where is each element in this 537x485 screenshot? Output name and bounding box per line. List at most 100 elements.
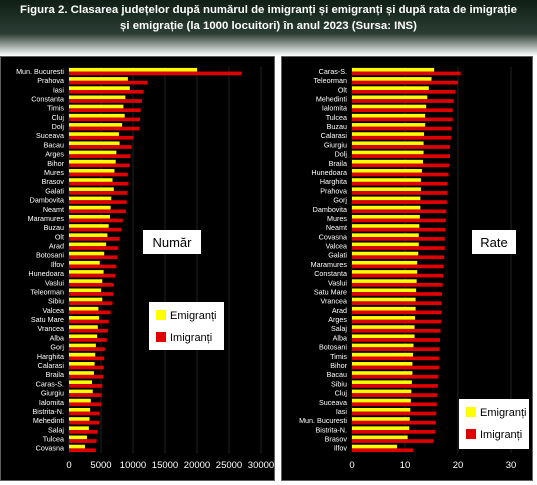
- left-chart-bar-imigranti: [69, 292, 114, 296]
- left-chart-category-label: Mures: [44, 168, 64, 177]
- left-chart-bar-emigranti: [69, 214, 110, 219]
- right-chart-bar-imigranti: [352, 282, 443, 287]
- right-chart-bar-emigranti: [352, 270, 418, 274]
- left-chart-bar-emigranti: [69, 86, 130, 90]
- right-chart-panel: 0 10 20 30 Caras-S. Teleorman Olt Mehedinti Ialo…: [281, 56, 533, 481]
- right-chart-bar-emigranti: [352, 77, 432, 81]
- right-chart-category-label: Bihor: [330, 361, 347, 370]
- right-chart-category-label: Buzau: [327, 122, 347, 131]
- right-chart-bar-imigranti: [352, 218, 446, 223]
- left-chart-category-label: Bistrita-N.: [32, 407, 64, 416]
- left-chart-bar-imigranti: [69, 200, 127, 204]
- right-chart-bar-imigranti: [352, 356, 439, 361]
- right-chart-bar-emigranti: [352, 288, 417, 293]
- right-chart-bar-emigranti: [352, 435, 408, 440]
- right-chart-title-box: [472, 230, 516, 254]
- right-chart-bar-emigranti: [352, 178, 421, 182]
- right-chart-bar-imigranti: [352, 172, 449, 177]
- right-chart-bar-imigranti: [352, 209, 447, 214]
- left-chart-bar-emigranti: [69, 316, 100, 320]
- left-chart-bar-imigranti: [69, 80, 148, 85]
- left-chart-bar-emigranti: [69, 251, 105, 256]
- left-chart-category-label: Botosani: [36, 251, 64, 260]
- left-chart-category-label: Satu Mare: [31, 315, 64, 324]
- left-chart-bar-emigranti: [69, 435, 87, 440]
- left-chart-bar-imigranti: [69, 374, 103, 379]
- left-chart-bar-emigranti: [69, 141, 120, 146]
- right-chart-category-label: Maramures: [311, 260, 348, 269]
- right-chart-category-label: Ilfov: [334, 444, 348, 453]
- right-chart-category-label: Mun. Bucuresti: [299, 416, 347, 425]
- right-chart-category-label: Calarasi: [321, 131, 348, 140]
- right-chart-bar-emigranti: [352, 123, 426, 127]
- right-chart-x-tick-label: 30: [506, 460, 517, 471]
- left-chart-bar-imigranti: [69, 218, 123, 223]
- left-chart-bar-emigranti: [69, 417, 90, 421]
- right-chart-bar-imigranti: [352, 319, 442, 324]
- right-chart-bar-emigranti: [352, 316, 416, 320]
- left-chart-bar-imigranti: [69, 365, 104, 370]
- right-chart-bar-imigranti: [352, 430, 436, 434]
- left-chart-bar-imigranti: [69, 246, 119, 250]
- left-chart-bar-imigranti: [69, 181, 129, 186]
- left-chart-bar-emigranti: [69, 113, 125, 118]
- left-chart-bar-emigranti: [69, 288, 101, 293]
- right-chart-category-label: Mehedinti: [316, 94, 348, 103]
- left-chart-bar-emigranti: [69, 362, 95, 366]
- right-chart-category-label: Suceava: [319, 398, 347, 407]
- left-chart-bar-imigranti: [69, 338, 107, 342]
- left-chart-bar-emigranti: [69, 260, 100, 265]
- right-chart-bar-imigranti: [352, 108, 453, 113]
- right-chart-bar-emigranti: [352, 362, 413, 366]
- left-chart-bar-emigranti: [69, 178, 113, 182]
- left-chart-bar-emigranti: [69, 77, 128, 81]
- right-chart-category-label: Neamt: [326, 223, 347, 232]
- left-chart-bar-emigranti: [69, 444, 85, 449]
- right-chart-bar-emigranti: [352, 113, 426, 118]
- right-chart-bar-emigranti: [352, 407, 411, 412]
- figure-caption: Figura 2. Clasarea județelor după număru…: [0, 0, 537, 56]
- right-chart-bar-emigranti: [352, 325, 415, 329]
- left-chart-category-label: Caras-S.: [36, 379, 64, 388]
- left-chart-bar-imigranti: [69, 255, 117, 260]
- left-chart-legend-label: Imigranți: [170, 332, 212, 344]
- left-chart-category-label: Hunedoara: [28, 269, 64, 278]
- right-chart-bar-emigranti: [352, 242, 419, 247]
- right-chart-bar-imigranti: [352, 71, 461, 76]
- right-chart-bar-emigranti: [352, 159, 424, 164]
- right-chart-bar-emigranti: [352, 205, 421, 210]
- left-chart-bar-imigranti: [69, 172, 128, 177]
- left-chart-bar-imigranti: [69, 393, 102, 397]
- right-chart-bar-imigranti: [352, 411, 437, 416]
- right-chart-category-label: Prahova: [320, 186, 347, 195]
- left-chart-category-label: Harghita: [37, 352, 64, 361]
- right-chart-bar-emigranti: [352, 233, 419, 238]
- left-chart-bar-imigranti: [69, 126, 140, 131]
- left-chart-bar-imigranti: [69, 319, 109, 324]
- right-chart-category-label: Bistrita-N.: [315, 425, 347, 434]
- left-chart-bar-emigranti: [69, 398, 91, 403]
- right-chart-bar-emigranti: [352, 104, 427, 109]
- left-chart-category-label: Brasov: [42, 177, 65, 186]
- right-chart-category-label: Bacau: [327, 370, 347, 379]
- right-chart-bar-imigranti: [352, 126, 452, 131]
- left-chart-category-label: Covasna: [36, 444, 64, 453]
- right-chart-bar-imigranti: [352, 145, 451, 149]
- caption-line-2: și emigrație (la 1000 locuitori) în anul…: [120, 20, 417, 32]
- left-chart-bar-imigranti: [69, 448, 96, 453]
- right-chart-bar-imigranti: [352, 328, 441, 333]
- right-chart-bar-imigranti: [352, 301, 442, 306]
- left-chart-bar-emigranti: [69, 104, 124, 109]
- right-chart-bar-emigranti: [352, 169, 422, 173]
- right-chart-bar-imigranti: [352, 347, 440, 351]
- right-chart-bar-emigranti: [352, 417, 410, 421]
- right-chart-bar-imigranti: [352, 310, 442, 315]
- left-chart-bar-emigranti: [69, 205, 111, 210]
- right-chart-bar-emigranti: [352, 343, 414, 348]
- right-chart-x-tick-label: 10: [400, 460, 411, 471]
- right-chart-bar-emigranti: [352, 444, 398, 449]
- left-chart-category-label: Vrancea: [37, 324, 64, 333]
- right-chart-category-label: Braila: [329, 159, 347, 168]
- right-chart-bar-emigranti: [352, 380, 412, 385]
- left-chart-category-label: Prahova: [37, 76, 64, 85]
